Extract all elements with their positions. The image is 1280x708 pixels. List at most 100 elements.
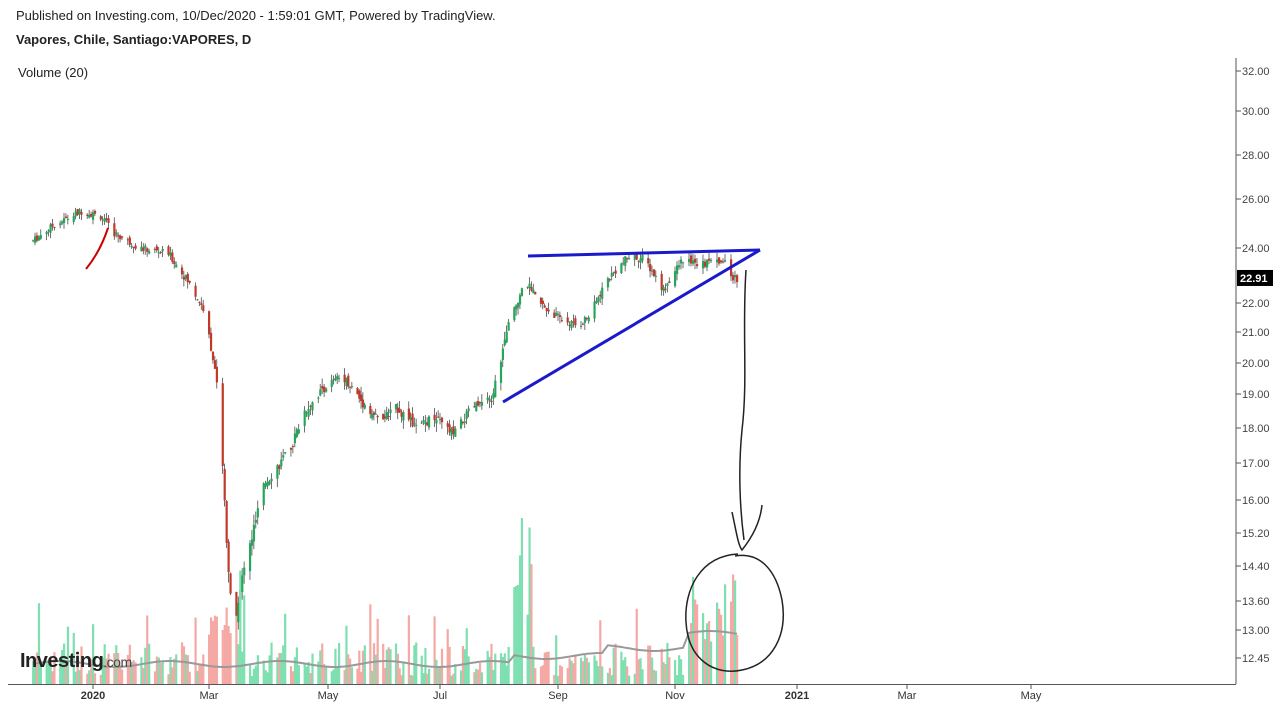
candle-body (641, 255, 644, 261)
candle-body (194, 285, 197, 297)
candle-body (221, 383, 224, 466)
candle-body (92, 212, 95, 220)
volume-bar (439, 667, 442, 684)
volume-bar (581, 661, 585, 684)
volume-bar (507, 646, 510, 684)
candle-body (426, 422, 429, 426)
candle-body (400, 412, 403, 417)
volume-bar (409, 674, 412, 684)
candle-body (382, 413, 385, 420)
candle-body (32, 240, 35, 242)
candle-body (488, 398, 491, 402)
volume-bar (708, 621, 711, 684)
candle-body (321, 386, 324, 389)
volume-bar (72, 632, 75, 684)
volume-bar (649, 645, 652, 684)
volume-bar (463, 649, 466, 684)
candle-body (256, 508, 259, 518)
volume-bar (539, 666, 543, 684)
candle-body (545, 307, 548, 311)
candle-body (660, 273, 663, 290)
volume-bar (710, 641, 713, 684)
volume-bar (467, 656, 470, 684)
candle-body (101, 219, 104, 221)
candle-body (595, 300, 598, 304)
volume-bar (248, 664, 252, 684)
candle-body (132, 246, 135, 249)
candle-body (440, 417, 444, 423)
volume-bar (706, 623, 709, 684)
candle-body (507, 322, 510, 331)
candle-body (528, 283, 531, 289)
volume-bar (385, 649, 388, 684)
candle-body (363, 404, 366, 409)
volume-bar (369, 604, 372, 684)
candle-body (411, 413, 414, 427)
candle-body (144, 245, 147, 249)
candle-body (319, 389, 322, 396)
volume-bar (330, 671, 333, 684)
volume-bar (400, 675, 403, 684)
candle-body (734, 274, 737, 278)
candle-body (237, 602, 240, 623)
volume-bar (526, 614, 529, 684)
volume-bar (64, 664, 68, 684)
volume-bar (47, 663, 50, 684)
y-tick-label: 24.00 (1242, 243, 1270, 255)
volume-bar (309, 673, 312, 684)
volume-bar (387, 647, 390, 684)
candle-body (614, 270, 617, 274)
volume-bar (572, 663, 575, 684)
volume-bar (606, 672, 610, 684)
volume-bar (237, 644, 240, 684)
y-tick-label: 30.00 (1242, 106, 1270, 118)
candle-body (76, 209, 79, 215)
candle-body (34, 236, 37, 243)
candle-body (694, 258, 697, 263)
y-tick-label: 32.00 (1242, 66, 1270, 78)
candle-body (169, 252, 172, 256)
candle-body (499, 361, 503, 383)
candle-body (490, 400, 493, 402)
candle-body (161, 248, 164, 252)
candle-body (649, 264, 652, 272)
volume-bar (560, 666, 564, 684)
volume-bar (130, 661, 133, 684)
candle-body (534, 291, 537, 295)
candle-body (581, 323, 585, 325)
candle-body (587, 317, 590, 322)
candle-body (155, 246, 158, 251)
volume-bar (587, 662, 590, 684)
candle-body (35, 235, 39, 241)
volume-ma-line (32, 630, 738, 668)
candle-body (437, 416, 440, 418)
candle-body (297, 429, 300, 434)
candle-body (422, 419, 425, 423)
volume-bar (161, 660, 164, 684)
volume-bar (534, 668, 537, 684)
candle-body (513, 307, 516, 321)
volume-bar (325, 665, 328, 684)
candle-body (568, 324, 571, 327)
candle-body (45, 231, 48, 235)
y-tick-label: 21.00 (1242, 327, 1270, 339)
candle-body (475, 402, 478, 411)
volume-bar (446, 629, 449, 684)
candle-body (574, 318, 577, 326)
y-tick-label: 19.00 (1242, 389, 1270, 401)
candle-body (360, 394, 363, 402)
volume-bar (530, 564, 533, 684)
volume-bar (128, 644, 131, 684)
volume-bar (262, 660, 265, 684)
volume-bar (678, 655, 681, 684)
candle-body (654, 275, 658, 277)
volume-bar (465, 628, 468, 684)
volume-bar (241, 651, 244, 684)
x-tick-label: 2020 (81, 690, 105, 702)
candle-body (173, 261, 176, 265)
candle-body (688, 258, 691, 263)
volume-bar (105, 658, 108, 684)
candle-body (597, 297, 600, 302)
candle-body (407, 408, 410, 420)
